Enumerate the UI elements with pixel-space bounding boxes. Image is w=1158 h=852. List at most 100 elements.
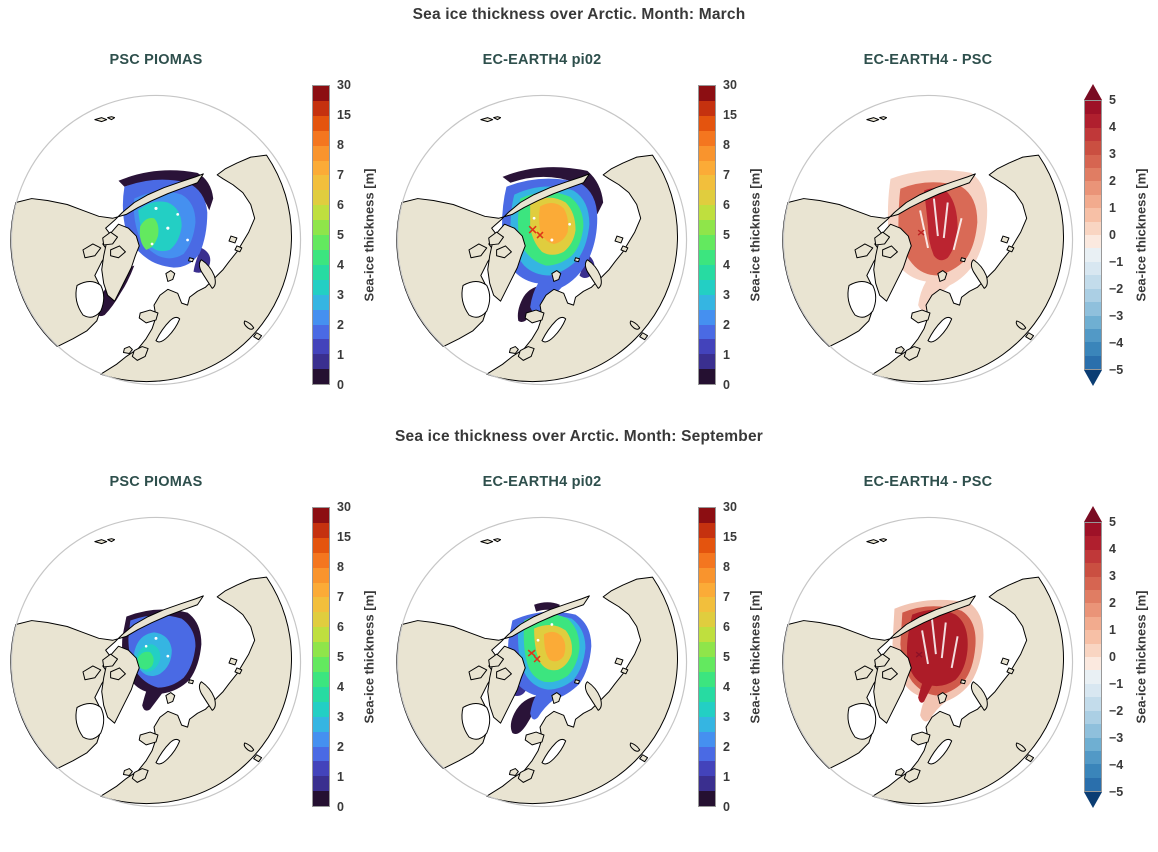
- panel-title: EC-EARTH4 pi02: [482, 52, 602, 68]
- colorbar-arrow-top: [1084, 84, 1102, 100]
- colorbar-body: [312, 507, 330, 807]
- colorbar-tick: 30: [337, 500, 351, 514]
- colorbar-tick: 8: [723, 138, 730, 152]
- colorbar-tick: 1: [337, 348, 344, 362]
- colorbar-arrow-bottom: [1084, 370, 1102, 386]
- colorbar-tick: −3: [1109, 731, 1124, 745]
- colorbar-label: Sea-ice thickness [m]: [1133, 590, 1149, 724]
- globe-rim: [396, 94, 688, 386]
- colorbar-tick: 1: [1109, 201, 1116, 215]
- colorbar-body: [1084, 100, 1102, 370]
- colorbar-tick: 30: [723, 500, 737, 514]
- colorbar-tick: 4: [1109, 120, 1116, 134]
- colorbar-tick: 8: [723, 560, 730, 574]
- colorbar-thickness: 30 15 8 7 6 5 4 3 2 1 0 Sea-ice thickness [m]: [312, 500, 392, 852]
- colorbar-body: [1084, 522, 1102, 792]
- colorbar-body: [312, 85, 330, 385]
- colorbar-tick: 8: [337, 560, 344, 574]
- colorbar-label: Sea-ice thickness [m]: [747, 168, 763, 302]
- colorbar-tick: 0: [723, 800, 730, 814]
- colorbar-tick: 6: [337, 198, 344, 212]
- globe-rim: [396, 516, 688, 808]
- colorbar-tick: −3: [1109, 309, 1124, 323]
- colorbar-thickness: 30 15 8 7 6 5 4 3 2 1 0 Sea-ice thickness [m]: [312, 78, 392, 430]
- colorbar-tick: 4: [337, 680, 344, 694]
- colorbar-difference: 5 4 3 2 1 0 −1 −2 −3 −4 −5 Sea-ice thickness [m]: [1084, 506, 1158, 851]
- colorbar-tick: 0: [1109, 650, 1116, 664]
- colorbar-tick: 3: [337, 288, 344, 302]
- colorbar-tick: −5: [1109, 363, 1124, 377]
- panel-march-piomas: PSC PIOMAS 30 15 8 7 6 5 4 3 2 1 0 Sea-ice thicknes…: [0, 42, 386, 422]
- colorbar-tick: 0: [1109, 228, 1116, 242]
- colorbar-tick: 3: [1109, 569, 1116, 583]
- panel-title: EC-EARTH4 - PSC: [863, 52, 993, 68]
- map-march-ecearth: [396, 94, 688, 386]
- colorbar-label: Sea-ice thickness [m]: [361, 590, 377, 724]
- colorbar-tick: 1: [723, 770, 730, 784]
- colorbar-arrow-bottom: [1084, 792, 1102, 808]
- colorbar-tick: 3: [723, 288, 730, 302]
- globe-rim: [782, 516, 1074, 808]
- colorbar-tick: 4: [1109, 542, 1116, 556]
- row-title-september: Sea ice thickness over Arctic. Month: Se…: [394, 428, 764, 445]
- map-september-diff: [782, 516, 1074, 808]
- map-september-ecearth: [396, 516, 688, 808]
- map-march-diff: [782, 94, 1074, 386]
- colorbar-tick: 1: [1109, 623, 1116, 637]
- colorbar-tick: 7: [337, 168, 344, 182]
- colorbar-tick: 6: [723, 198, 730, 212]
- row-title-march: Sea ice thickness over Arctic. Month: Ma…: [412, 6, 746, 23]
- colorbar-tick: −4: [1109, 758, 1124, 772]
- colorbar-tick: 2: [1109, 174, 1116, 188]
- colorbar-label: Sea-ice thickness [m]: [747, 590, 763, 724]
- colorbar-tick: 5: [337, 228, 344, 242]
- globe-rim: [10, 94, 302, 386]
- colorbar-label: Sea-ice thickness [m]: [361, 168, 377, 302]
- colorbar-tick: 15: [723, 530, 737, 544]
- colorbar-tick: 15: [723, 108, 737, 122]
- panel-september-ecearth: EC-EARTH4 pi02 30 15 8 7 6 5 4 3 2 1 0 Sea-ice thic…: [386, 464, 772, 844]
- colorbar-tick: 2: [723, 318, 730, 332]
- colorbar-tick: 30: [723, 78, 737, 92]
- colorbar-tick: 6: [723, 620, 730, 634]
- panel-march-ecearth: EC-EARTH4 pi02 30 15 8 7 6 5 4 3 2 1 0 Sea-ice thic…: [386, 42, 772, 422]
- colorbar-thickness: 30 15 8 7 6 5 4 3 2 1 0 Sea-ice thickness [m]: [698, 78, 778, 430]
- panel-title: EC-EARTH4 - PSC: [863, 474, 993, 490]
- colorbar-tick: 2: [1109, 596, 1116, 610]
- row-september: Sea ice thickness over Arctic. Month: Se…: [0, 422, 1158, 844]
- colorbar-tick: −2: [1109, 282, 1124, 296]
- colorbar-tick: 7: [723, 590, 730, 604]
- colorbar-difference: 5 4 3 2 1 0 −1 −2 −3 −4 −5 Sea-ice thickness [m]: [1084, 84, 1158, 429]
- colorbar-arrow-top: [1084, 506, 1102, 522]
- globe-rim: [10, 516, 302, 808]
- colorbar-tick: 30: [337, 78, 351, 92]
- colorbar-tick: 15: [337, 108, 351, 122]
- colorbar-tick: 5: [1109, 515, 1116, 529]
- panel-september-diff: EC-EARTH4 - PSC 5 4 3 2 1 0 −1 −2 −3 −4 −5 Sea-ice …: [772, 464, 1158, 844]
- row-march-panels: PSC PIOMAS 30 15 8 7 6 5 4 3 2 1 0 Sea-ice thicknes…: [0, 42, 1158, 422]
- colorbar-tick: 2: [337, 318, 344, 332]
- panel-title: EC-EARTH4 pi02: [482, 474, 602, 490]
- colorbar-tick: 6: [337, 620, 344, 634]
- colorbar-tick: 8: [337, 138, 344, 152]
- panel-september-piomas: PSC PIOMAS 30 15 8 7 6 5 4 3 2 1 0 Sea-ice thicknes…: [0, 464, 386, 844]
- colorbar-tick: 7: [723, 168, 730, 182]
- row-september-panels: PSC PIOMAS 30 15 8 7 6 5 4 3 2 1 0 Sea-ice thicknes…: [0, 464, 1158, 844]
- colorbar-tick: 1: [337, 770, 344, 784]
- colorbar-tick: 5: [723, 228, 730, 242]
- colorbar-tick: −4: [1109, 336, 1124, 350]
- row-march: Sea ice thickness over Arctic. Month: Ma…: [0, 0, 1158, 422]
- colorbar-tick: 15: [337, 530, 351, 544]
- globe-rim: [782, 94, 1074, 386]
- colorbar-tick: 3: [337, 710, 344, 724]
- colorbar-tick: −2: [1109, 704, 1124, 718]
- colorbar-body: [698, 507, 716, 807]
- colorbar-tick: 3: [723, 710, 730, 724]
- colorbar-tick: 2: [337, 740, 344, 754]
- colorbar-tick: 5: [337, 650, 344, 664]
- colorbar-label: Sea-ice thickness [m]: [1133, 168, 1149, 302]
- colorbar-thickness: 30 15 8 7 6 5 4 3 2 1 0 Sea-ice thickness [m]: [698, 500, 778, 852]
- colorbar-tick: 3: [1109, 147, 1116, 161]
- colorbar-tick: 4: [723, 258, 730, 272]
